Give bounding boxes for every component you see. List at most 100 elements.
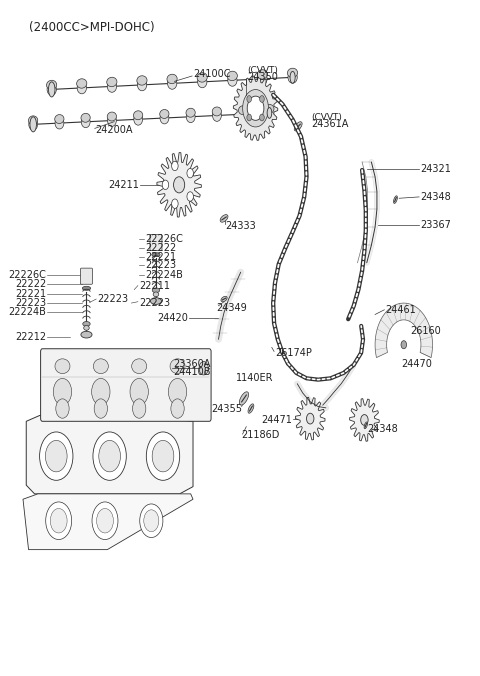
Text: (CVVT): (CVVT) [247,66,278,75]
Circle shape [187,192,193,201]
Ellipse shape [153,292,159,297]
Text: 22211: 22211 [139,281,170,291]
Ellipse shape [107,77,117,87]
Text: 24420: 24420 [157,313,188,323]
Text: 22222: 22222 [15,279,46,289]
FancyBboxPatch shape [150,235,162,251]
Circle shape [247,95,252,102]
Ellipse shape [213,110,221,122]
Text: 22222: 22222 [145,243,177,253]
Ellipse shape [186,111,195,122]
Circle shape [187,168,193,178]
Polygon shape [157,153,201,217]
Text: 22212: 22212 [15,332,46,341]
Ellipse shape [248,404,254,413]
Text: 22226C: 22226C [145,234,183,243]
Ellipse shape [168,78,177,89]
Ellipse shape [186,108,195,117]
Circle shape [307,413,314,424]
Ellipse shape [108,80,117,93]
Ellipse shape [258,73,267,84]
Circle shape [130,379,148,405]
Ellipse shape [199,362,208,375]
Circle shape [56,399,69,418]
Ellipse shape [108,115,116,126]
Ellipse shape [197,73,207,82]
Ellipse shape [394,196,397,203]
Circle shape [172,199,178,208]
Text: 22223: 22223 [15,298,46,308]
Text: 23367: 23367 [420,220,451,230]
Text: 22223: 22223 [97,294,128,304]
Ellipse shape [257,70,267,79]
Ellipse shape [55,359,70,374]
Text: 24333: 24333 [226,222,256,231]
Ellipse shape [160,110,169,118]
Text: 24470: 24470 [401,358,432,368]
Ellipse shape [227,71,238,80]
Circle shape [99,441,120,472]
Ellipse shape [47,80,57,90]
Text: 24350: 24350 [247,72,278,82]
Text: 24321: 24321 [420,164,451,174]
Circle shape [92,379,110,405]
Ellipse shape [240,392,249,405]
Polygon shape [295,397,325,440]
Circle shape [93,432,126,481]
Ellipse shape [152,253,160,257]
Text: 22223: 22223 [145,260,177,270]
Ellipse shape [221,296,227,301]
Text: 24348: 24348 [368,424,398,434]
Ellipse shape [150,297,161,304]
Circle shape [96,508,113,533]
Ellipse shape [198,76,207,88]
Text: 22223: 22223 [139,298,170,308]
Ellipse shape [77,79,87,88]
Polygon shape [23,494,193,550]
Circle shape [171,399,184,418]
Text: 24471: 24471 [261,415,292,425]
Ellipse shape [137,79,147,91]
Ellipse shape [294,122,302,131]
Circle shape [247,114,252,121]
Circle shape [152,441,174,472]
Ellipse shape [220,214,228,222]
Circle shape [247,96,264,120]
Text: 24361A: 24361A [311,120,348,129]
Ellipse shape [167,74,177,84]
Circle shape [401,341,407,349]
Text: 24349: 24349 [216,304,247,314]
Text: 24100C: 24100C [193,69,230,79]
Ellipse shape [132,359,147,374]
Ellipse shape [28,116,38,125]
Circle shape [144,510,159,531]
Ellipse shape [290,72,295,83]
Ellipse shape [55,117,64,129]
Polygon shape [375,303,432,358]
Circle shape [94,399,108,418]
Text: 22221: 22221 [15,289,46,299]
Ellipse shape [55,115,64,124]
Text: 22224B: 22224B [8,308,46,318]
Circle shape [174,176,185,193]
Ellipse shape [239,105,248,115]
Polygon shape [233,76,278,141]
Circle shape [46,502,72,539]
Circle shape [172,162,178,170]
Text: 21186D: 21186D [241,431,280,441]
Ellipse shape [84,326,89,331]
Ellipse shape [47,84,56,95]
Ellipse shape [265,104,274,114]
Ellipse shape [81,331,92,338]
Ellipse shape [81,114,90,122]
Circle shape [50,508,67,533]
Circle shape [162,180,168,189]
Text: 24410B: 24410B [173,366,211,377]
Ellipse shape [265,107,274,119]
Ellipse shape [134,114,143,125]
Text: 1140ER: 1140ER [236,373,274,383]
Circle shape [53,379,72,405]
Circle shape [260,114,264,121]
Circle shape [260,95,264,102]
Circle shape [360,414,368,425]
